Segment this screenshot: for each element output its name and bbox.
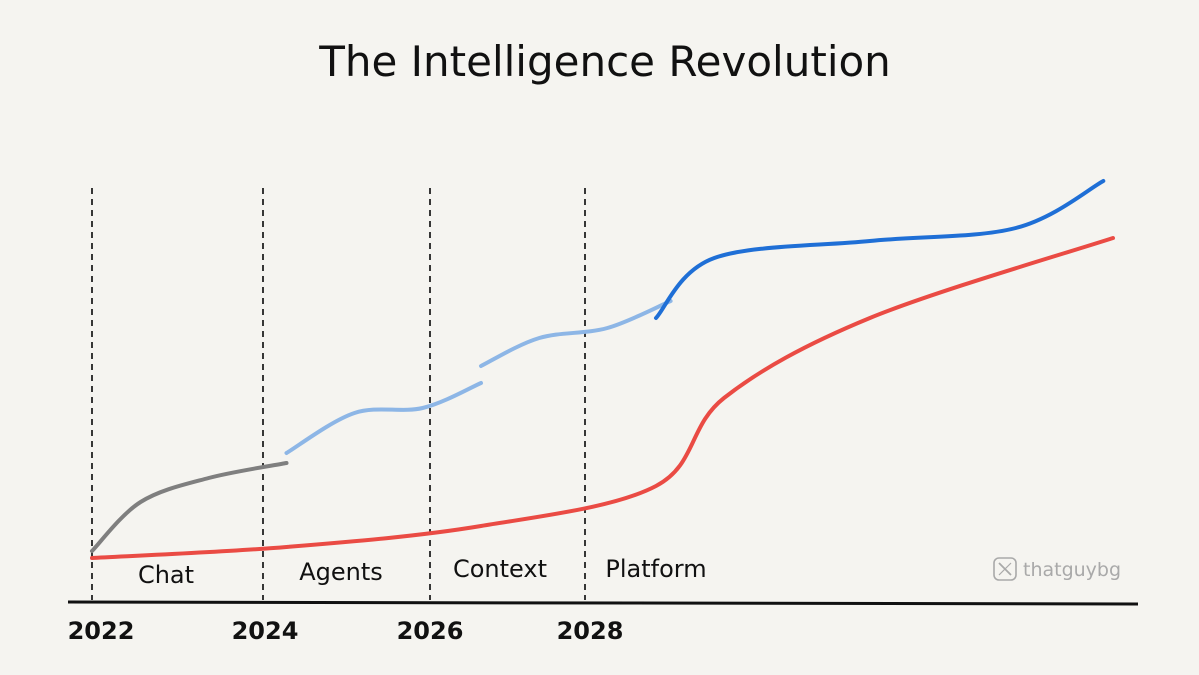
era-label-context: Context [453, 555, 547, 583]
series-line-agents [284, 381, 483, 455]
era-label-chat: Chat [138, 561, 194, 589]
series-layer [90, 179, 1115, 560]
chart-title: The Intelligence Revolution [318, 37, 891, 86]
series-line-context [479, 299, 673, 368]
era-label-platform: Platform [605, 555, 706, 583]
x-tick-2022: 2022 [68, 617, 135, 645]
watermark-handle: thatguybg [1023, 559, 1121, 581]
x-axis [67, 600, 1139, 606]
era-dividers [91, 188, 586, 600]
x-tick-2026: 2026 [397, 617, 464, 645]
series-line-chat [90, 461, 289, 553]
era-label-agents: Agents [299, 558, 383, 586]
series-line-0 [90, 236, 1115, 560]
x-tick-2024: 2024 [232, 617, 299, 645]
series-line-platform [654, 179, 1106, 320]
x-tick-2028: 2028 [557, 617, 624, 645]
watermark: thatguybg [993, 557, 1121, 581]
x-logo-icon [993, 557, 1017, 581]
